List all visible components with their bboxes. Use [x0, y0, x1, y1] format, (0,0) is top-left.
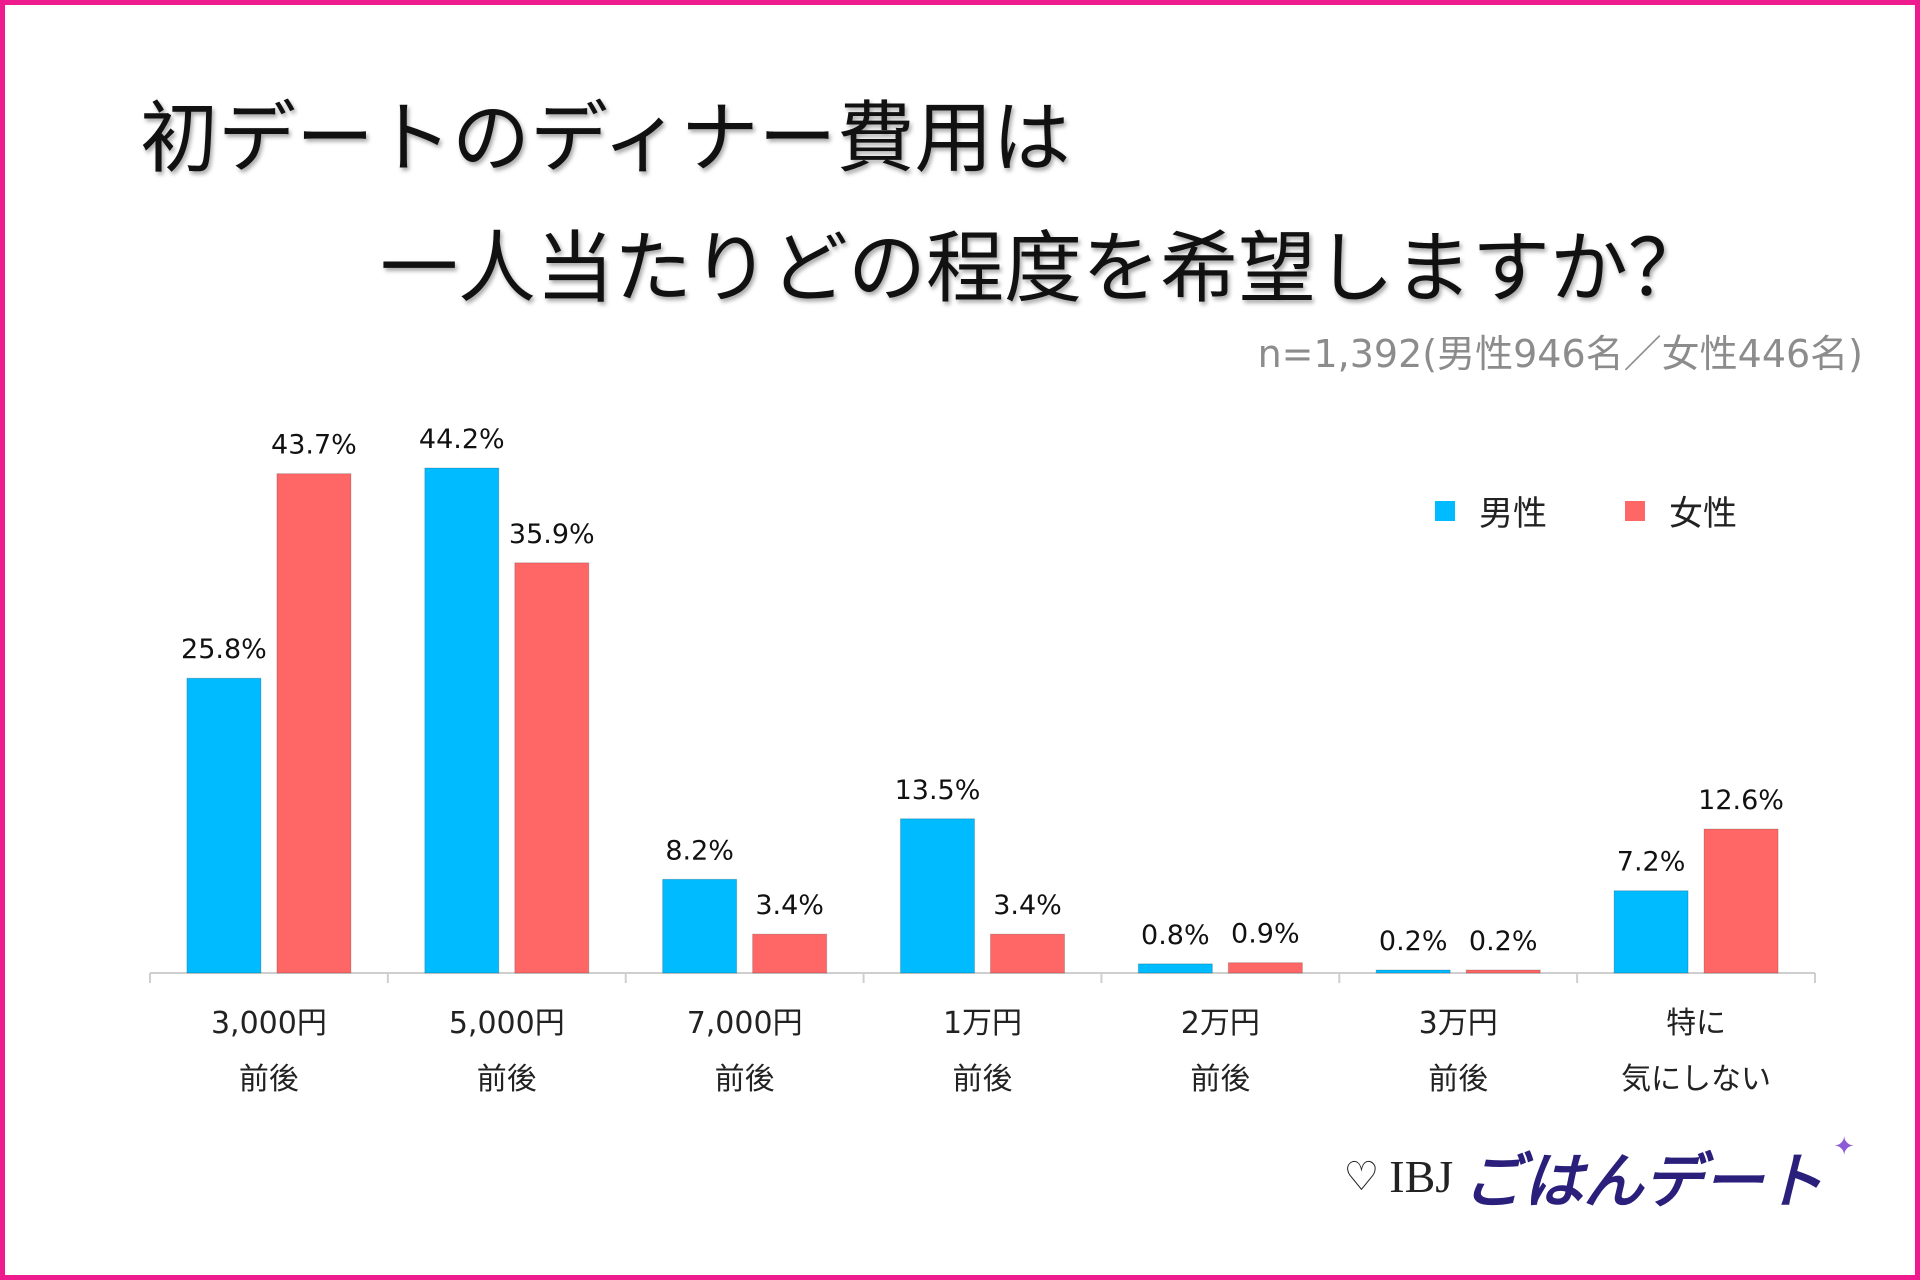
- legend-label-female: 女性: [1669, 494, 1737, 534]
- x-tick-label: 1万円: [943, 1006, 1022, 1041]
- bar-female: [1227, 962, 1303, 974]
- bar-male: [900, 818, 975, 974]
- x-tick-label: 3,000円: [211, 1006, 327, 1041]
- bar-male: [662, 878, 738, 974]
- data-label-female: 3.4%: [755, 890, 824, 921]
- bar-male: [186, 677, 262, 974]
- data-label-male: 7.2%: [1617, 847, 1686, 878]
- data-label-female: 12.6%: [1698, 785, 1784, 816]
- data-label-male: 25.8%: [181, 634, 267, 665]
- x-tick-label: 気にしない: [1621, 1062, 1771, 1097]
- legend-label-male: 男性: [1479, 494, 1547, 534]
- sample-size-note: n=1,392(男性946名／女性446名): [1257, 332, 1863, 376]
- x-tick-label: 3万円: [1419, 1006, 1498, 1041]
- brand-service-name: ごはんデート: [1463, 1147, 1824, 1217]
- bar-female: [1465, 969, 1541, 974]
- x-tick-label: 前後: [1190, 1062, 1250, 1097]
- heart-icon: ♡: [1343, 1153, 1380, 1200]
- data-label-male: 0.8%: [1141, 920, 1210, 951]
- x-tick-label: 前後: [1428, 1062, 1488, 1097]
- chart-title-line-2: 一人当たりどの程度を希望しますか？: [380, 224, 1707, 314]
- x-tick-label: 前後: [953, 1062, 1013, 1097]
- brand-org-name: IBJ: [1389, 1151, 1454, 1202]
- data-label-male: 44.2%: [419, 424, 505, 455]
- bar-female: [1703, 828, 1779, 974]
- brand-logo: ♡ IBJ ごはんデート ✦: [1343, 1131, 1855, 1220]
- data-label-female: 3.4%: [993, 890, 1062, 921]
- data-label-female: 35.9%: [509, 519, 595, 550]
- bar-male: [424, 467, 500, 974]
- x-tick-label: 前後: [715, 1062, 775, 1097]
- bar-female: [990, 933, 1065, 974]
- chart-title-line-1: 初デートのディナー費用は: [140, 94, 1071, 184]
- data-label-male: 13.5%: [895, 775, 981, 806]
- legend-swatch-female: [1625, 501, 1645, 521]
- data-label-male: 0.2%: [1379, 926, 1448, 957]
- data-label-female: 0.2%: [1469, 926, 1538, 957]
- data-label-female: 0.9%: [1231, 919, 1300, 950]
- bar-male: [1137, 963, 1213, 974]
- bar-female: [276, 473, 352, 974]
- x-tick-label: 特に: [1666, 1006, 1726, 1041]
- x-tick-label: 前後: [239, 1062, 299, 1097]
- x-tick-label: 5,000円: [449, 1006, 565, 1041]
- bar-female: [514, 562, 590, 974]
- x-tick-label: 前後: [477, 1062, 537, 1097]
- x-tick-label: 7,000円: [687, 1006, 803, 1041]
- data-label-female: 43.7%: [271, 430, 357, 461]
- data-label-male: 8.2%: [665, 835, 734, 866]
- bar-male: [1613, 890, 1689, 974]
- bar-chart: 25.8%43.7%3,000円前後44.2%35.9%5,000円前後8.2%…: [149, 424, 1816, 1097]
- sparkle-icon: ✦: [1833, 1131, 1855, 1162]
- legend-swatch-male: [1435, 501, 1455, 521]
- x-tick-label: 2万円: [1181, 1006, 1260, 1041]
- bar-male: [1375, 969, 1451, 974]
- bar-female: [752, 933, 828, 974]
